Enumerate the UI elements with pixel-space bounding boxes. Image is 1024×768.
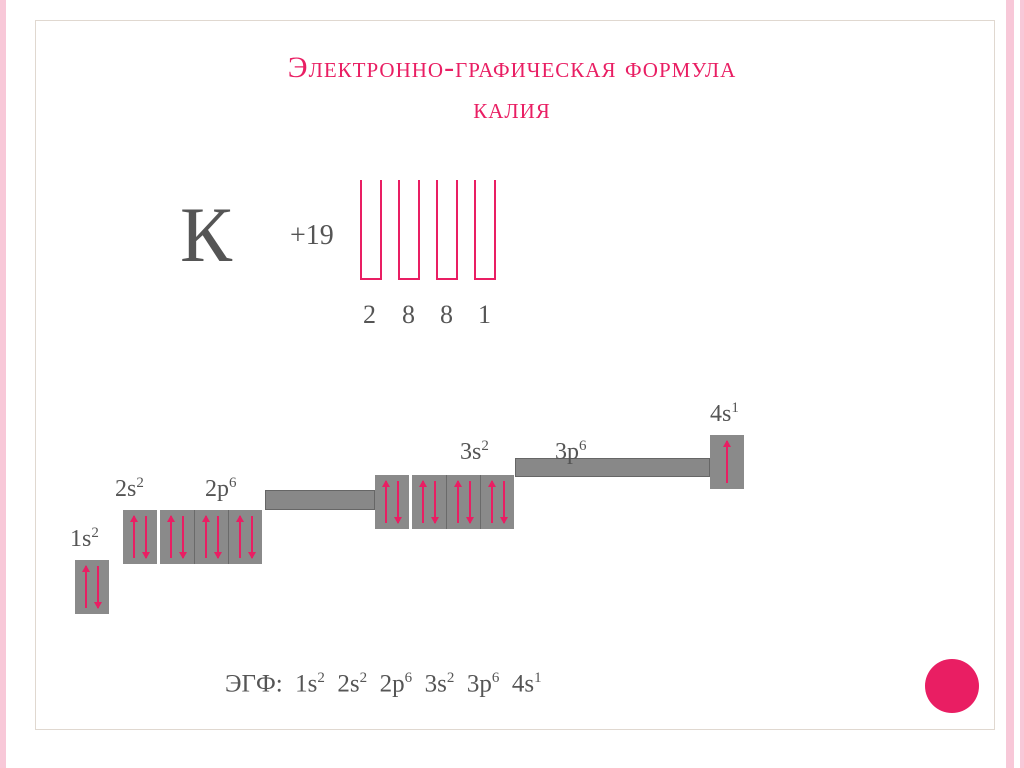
orbital-cell <box>228 510 262 564</box>
egf-label: ЭГФ: <box>225 670 283 697</box>
orbital-cell <box>75 560 109 614</box>
orbital-row-s3 <box>375 475 409 529</box>
sublevel-label-p2: 2p6 <box>205 475 237 503</box>
orbital-row-s4 <box>710 435 744 489</box>
orbital-row-p2 <box>160 510 262 564</box>
shell-bracket-4 <box>474 180 496 280</box>
shell-count-3: 8 <box>440 300 453 330</box>
orbital-cell <box>194 510 228 564</box>
title-line-1: Электронно-графическая формула <box>288 51 736 84</box>
orbital-cell <box>375 475 409 529</box>
orbital-bridge <box>265 490 375 510</box>
egf-3s: 3s <box>425 670 447 697</box>
egf-1s: 1s <box>295 670 317 697</box>
sublevel-label-s1: 1s2 <box>70 525 99 553</box>
orbital-row-s2 <box>123 510 157 564</box>
egf-2s: 2s <box>337 670 359 697</box>
egf-4s: 4s <box>512 670 534 697</box>
sublevel-label-s4: 4s1 <box>710 400 739 428</box>
shell-bracket-1 <box>360 180 382 280</box>
egf-2p: 2p <box>380 670 405 697</box>
shell-count-4: 1 <box>478 300 491 330</box>
orbital-cell <box>480 475 514 529</box>
orbital-row-p3 <box>412 475 514 529</box>
title-line-2: калия <box>473 92 551 125</box>
orbital-cell <box>710 435 744 489</box>
orbital-cell <box>412 475 446 529</box>
orbital-cell <box>160 510 194 564</box>
shell-bracket-2 <box>398 180 420 280</box>
shell-bracket-3 <box>436 180 458 280</box>
element-symbol: К <box>180 190 232 280</box>
orbital-cell <box>446 475 480 529</box>
sublevel-label-s2: 2s2 <box>115 475 144 503</box>
egf-formula: ЭГФ: 1s2 2s2 2p6 3s2 3p6 4s1 <box>225 670 542 698</box>
orbital-cell <box>123 510 157 564</box>
sublevel-label-p3: 3p6 <box>555 438 587 466</box>
pink-dot-decoration <box>925 659 979 713</box>
orbital-bridge <box>515 458 710 477</box>
shell-count-2: 8 <box>402 300 415 330</box>
egf-3p: 3p <box>467 670 492 697</box>
element-charge: +19 <box>290 220 334 252</box>
sublevel-label-s3: 3s2 <box>460 438 489 466</box>
orbital-row-s1 <box>75 560 109 614</box>
shell-count-1: 2 <box>363 300 376 330</box>
slide-title: Электронно-графическая формула калия <box>0 48 1024 129</box>
